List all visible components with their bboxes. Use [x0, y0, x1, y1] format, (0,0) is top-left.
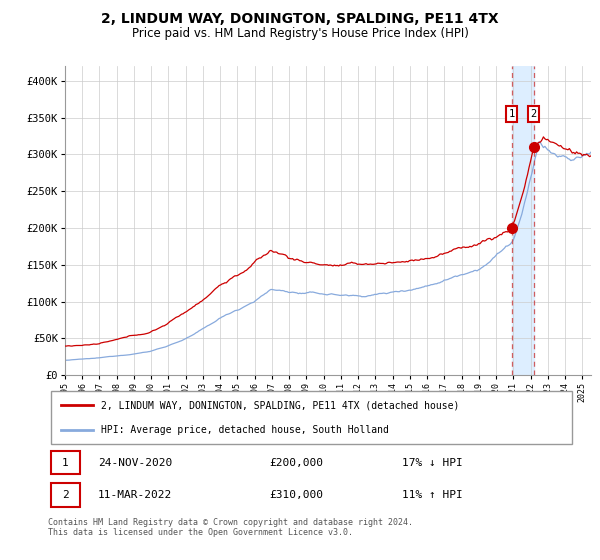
Text: 2: 2	[530, 109, 536, 119]
FancyBboxPatch shape	[50, 391, 572, 444]
Text: 11% ↑ HPI: 11% ↑ HPI	[402, 490, 463, 500]
Text: 1: 1	[509, 109, 515, 119]
Text: £200,000: £200,000	[270, 458, 324, 468]
Text: HPI: Average price, detached house, South Holland: HPI: Average price, detached house, Sout…	[101, 426, 389, 435]
Text: Contains HM Land Registry data © Crown copyright and database right 2024.
This d: Contains HM Land Registry data © Crown c…	[48, 518, 413, 538]
Text: 24-NOV-2020: 24-NOV-2020	[98, 458, 172, 468]
Text: 2, LINDUM WAY, DONINGTON, SPALDING, PE11 4TX (detached house): 2, LINDUM WAY, DONINGTON, SPALDING, PE11…	[101, 400, 459, 410]
FancyBboxPatch shape	[50, 483, 80, 506]
Text: £310,000: £310,000	[270, 490, 324, 500]
Text: 17% ↓ HPI: 17% ↓ HPI	[402, 458, 463, 468]
Text: 2: 2	[62, 490, 68, 500]
Text: 11-MAR-2022: 11-MAR-2022	[98, 490, 172, 500]
Text: 1: 1	[62, 458, 68, 468]
Text: Price paid vs. HM Land Registry's House Price Index (HPI): Price paid vs. HM Land Registry's House …	[131, 27, 469, 40]
Text: 2, LINDUM WAY, DONINGTON, SPALDING, PE11 4TX: 2, LINDUM WAY, DONINGTON, SPALDING, PE11…	[101, 12, 499, 26]
FancyBboxPatch shape	[50, 451, 80, 474]
Bar	[512, 66, 533, 375]
